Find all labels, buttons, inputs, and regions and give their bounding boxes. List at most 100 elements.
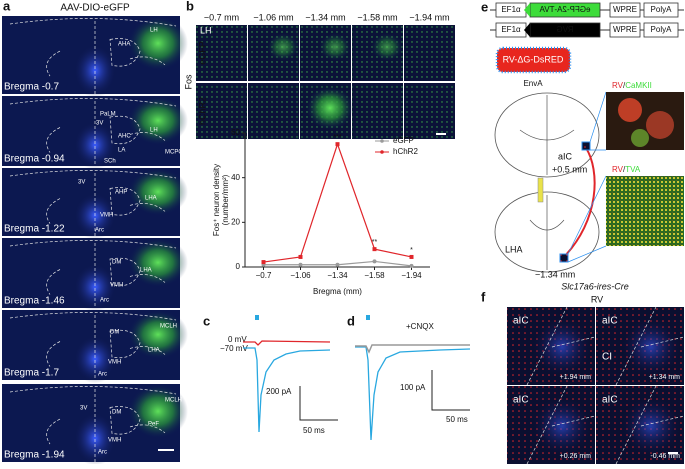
blue-glow bbox=[73, 411, 117, 466]
inset-label-part: CaMKII bbox=[625, 81, 652, 90]
point bbox=[335, 142, 340, 147]
row-label: eGFP bbox=[197, 41, 207, 65]
construct-label: PolyA bbox=[651, 5, 673, 14]
inset-label-part: / bbox=[623, 165, 626, 174]
stain-label: Fos bbox=[183, 74, 193, 90]
region-label: LA bbox=[118, 148, 125, 154]
level-label: +1.34 mm bbox=[649, 374, 680, 381]
level-label: +0.26 mm bbox=[560, 453, 591, 460]
promoter-arrow bbox=[524, 23, 530, 37]
source-label: LHA bbox=[505, 244, 523, 254]
blue-glow bbox=[73, 334, 117, 384]
projection-arrow bbox=[562, 147, 596, 259]
region-outline bbox=[9, 312, 177, 380]
trace bbox=[355, 344, 470, 354]
blue-glow bbox=[532, 396, 592, 456]
scale-bar bbox=[668, 452, 678, 454]
y-tick-label: 40 bbox=[231, 173, 240, 182]
region-label: Arc bbox=[98, 372, 107, 378]
histology-image bbox=[248, 83, 299, 139]
scale-bar bbox=[431, 370, 470, 411]
point bbox=[298, 262, 303, 267]
blue-glow bbox=[73, 120, 117, 170]
level-label: -0.46 mm bbox=[650, 453, 680, 460]
region-label: Arc bbox=[95, 228, 104, 234]
x-tick-label: −1.06 bbox=[290, 271, 311, 280]
construct-label: eGFP-2A-TVA bbox=[539, 5, 591, 14]
legend-marker bbox=[380, 139, 384, 143]
panel-letter: a bbox=[3, 0, 11, 13]
region-label: MCLH bbox=[160, 324, 177, 330]
region-label: AHP bbox=[115, 190, 127, 196]
inset-label-part: / bbox=[623, 81, 626, 90]
panel-letter: e bbox=[481, 0, 488, 14]
point bbox=[409, 263, 414, 268]
region-label: MCPO bbox=[165, 150, 183, 156]
scale-label: 200 pA bbox=[266, 387, 292, 396]
blue-glow bbox=[73, 43, 117, 98]
slice-label: Bregma -1.22 bbox=[4, 224, 65, 235]
region-label: LH bbox=[200, 25, 212, 35]
region-label: PaLM bbox=[100, 112, 116, 118]
scale-label: 50 ms bbox=[303, 426, 325, 435]
column-header: −1.58 mm bbox=[357, 12, 397, 22]
legend-label: eGFP bbox=[393, 136, 414, 145]
trace-label: −70 mV bbox=[220, 344, 248, 353]
column-header: −0.7 mm bbox=[204, 12, 239, 22]
slice-label: Bregma -0.94 bbox=[4, 154, 65, 165]
series-line bbox=[263, 142, 412, 263]
region-label: PeF bbox=[148, 422, 159, 428]
region-label: DM bbox=[112, 410, 121, 416]
scale-bar bbox=[436, 133, 446, 135]
point bbox=[372, 247, 377, 252]
region-outline bbox=[9, 18, 177, 94]
construct-label: WPRE bbox=[613, 5, 637, 14]
inset-image bbox=[606, 176, 684, 246]
roi bbox=[581, 141, 591, 151]
panel-letter: b bbox=[186, 0, 194, 13]
region-label: DM bbox=[110, 330, 119, 336]
region-label: LHA bbox=[145, 196, 157, 202]
construct-element bbox=[609, 2, 641, 18]
region-label: VMH bbox=[108, 438, 121, 444]
green-glow bbox=[128, 238, 188, 287]
target-level: +0.5 mm bbox=[552, 164, 587, 174]
region-outline bbox=[9, 240, 177, 308]
region-label: 3V bbox=[78, 180, 85, 186]
region-outline bbox=[9, 98, 177, 166]
inset-label-part: RV bbox=[612, 81, 624, 90]
roi bbox=[559, 253, 569, 263]
inset-label: RV/CaMKII bbox=[612, 81, 652, 90]
x-tick-label: −1.58 bbox=[364, 271, 385, 280]
column-header: −1.06 mm bbox=[253, 12, 293, 22]
region-label: VMH bbox=[100, 213, 113, 219]
region-outline bbox=[615, 385, 685, 465]
construct-label: EF1α bbox=[501, 5, 521, 14]
histology-image bbox=[196, 25, 247, 81]
region-label: aIC bbox=[602, 316, 618, 327]
panel-letter: d bbox=[347, 313, 355, 328]
green-glow bbox=[371, 33, 403, 61]
region-label: MCLH bbox=[165, 398, 182, 404]
scale-label: 100 pA bbox=[400, 383, 426, 392]
region-outline bbox=[526, 385, 596, 465]
point bbox=[335, 262, 340, 267]
point bbox=[261, 260, 266, 265]
region-outline bbox=[526, 306, 596, 386]
green-glow bbox=[306, 86, 354, 130]
region-label: aIC bbox=[513, 316, 529, 327]
inset-label-part: TVA bbox=[625, 165, 641, 174]
slice-label: Bregma -1.46 bbox=[4, 296, 65, 307]
region-label: aIC bbox=[602, 395, 618, 406]
histology-image bbox=[404, 25, 455, 81]
stimulus bbox=[366, 315, 370, 320]
x-tick-label: −0.7 bbox=[256, 271, 272, 280]
x-tick-label: −1.94 bbox=[401, 271, 422, 280]
green-glow bbox=[128, 16, 188, 71]
region-label: aIC bbox=[513, 395, 529, 406]
panel-title: AAV-DIO-eGFP bbox=[60, 3, 130, 14]
construct-element bbox=[643, 2, 679, 18]
target-label: aIC bbox=[558, 151, 573, 161]
brain-outline bbox=[529, 195, 565, 270]
